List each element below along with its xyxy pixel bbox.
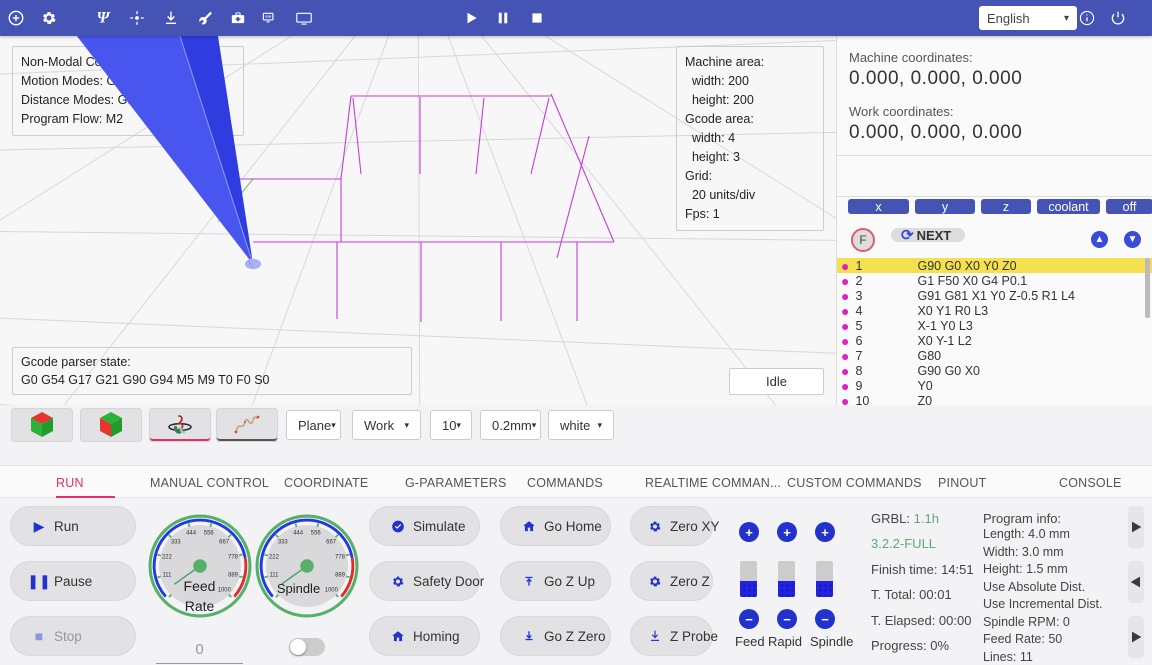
svg-text:333: 333 xyxy=(171,539,182,545)
svg-text:889: 889 xyxy=(335,572,346,578)
svg-text:333: 333 xyxy=(278,539,289,545)
svg-text:444: 444 xyxy=(186,531,197,537)
svg-text:222: 222 xyxy=(269,555,279,561)
svg-text:556: 556 xyxy=(204,531,215,537)
svg-text:USB: USB xyxy=(265,14,272,18)
svg-text:667: 667 xyxy=(326,539,336,545)
svg-text:111: 111 xyxy=(269,572,278,578)
svg-text:222: 222 xyxy=(162,555,172,561)
svg-text:444: 444 xyxy=(293,531,304,537)
svg-text:778: 778 xyxy=(228,555,239,561)
svg-text:556: 556 xyxy=(311,531,322,537)
svg-text:778: 778 xyxy=(335,555,346,561)
svg-text:667: 667 xyxy=(219,539,229,545)
